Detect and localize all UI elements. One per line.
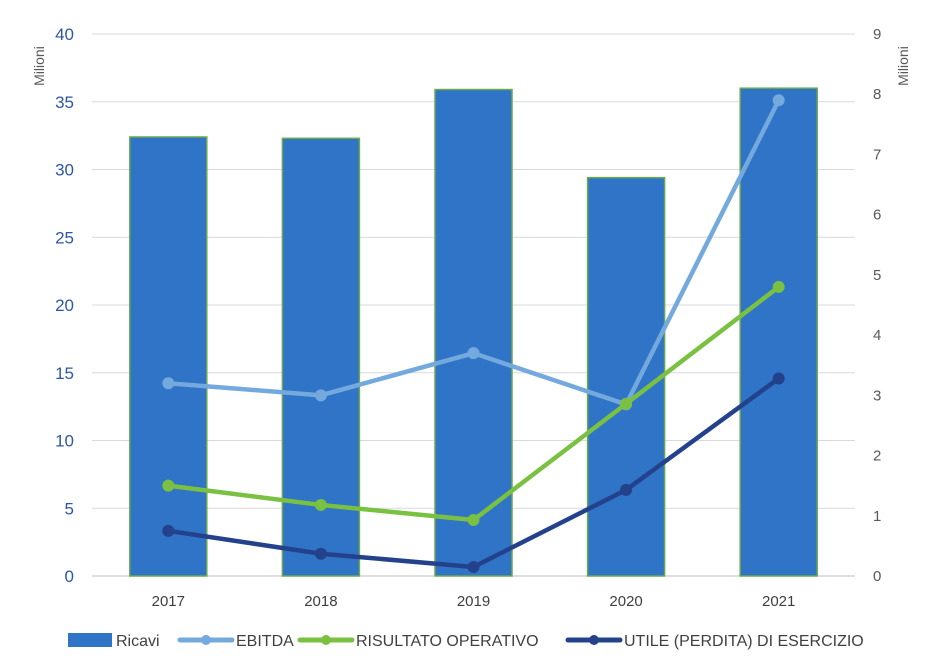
legend: Ricavi EBITDA RISULTATO OPERATIVO UTILE (PE…	[68, 633, 864, 650]
point-utile-perdita-di-esercizio-2021	[772, 372, 785, 385]
point-risultato-operativo-2020	[620, 397, 633, 410]
left-tick-label: 15	[55, 364, 74, 383]
point-ebitda-2019	[467, 347, 480, 360]
legend-marker-utile-perdita-di-esercizio	[589, 635, 599, 645]
point-ebitda-2021	[772, 94, 785, 107]
right-tick-label: 3	[873, 387, 881, 404]
bar-series	[129, 87, 818, 577]
legend-label-ebitda: EBITDA	[236, 633, 294, 650]
bar-ricavi-2020	[586, 176, 666, 577]
right-axis-unit-label: Milioni	[895, 46, 911, 86]
x-tick-label: 2019	[457, 593, 490, 610]
point-risultato-operativo-2018	[314, 498, 327, 511]
point-utile-perdita-di-esercizio-2020	[620, 483, 633, 496]
right-axis-ticks: 0 1 2 3 4 5 6 7 8 9	[873, 26, 881, 585]
right-tick-label: 2	[873, 448, 881, 465]
point-risultato-operativo-2021	[772, 280, 785, 293]
point-ebitda-2017	[162, 377, 175, 390]
right-tick-label: 1	[873, 508, 881, 525]
right-tick-label: 4	[873, 327, 881, 344]
legend-marker-ebitda	[201, 635, 211, 645]
right-tick-label: 8	[873, 86, 881, 103]
x-tick-label: 2017	[152, 593, 185, 610]
bar-ricavi-2021	[739, 87, 818, 577]
point-utile-perdita-di-esercizio-2019	[467, 560, 480, 573]
point-utile-perdita-di-esercizio-2017	[162, 524, 175, 537]
x-tick-label: 2021	[762, 593, 795, 610]
left-tick-label: 25	[55, 228, 74, 247]
legend-label-ricavi: Ricavi	[116, 633, 160, 650]
x-tick-label: 2020	[609, 593, 642, 610]
left-axis-unit-label: Milioni	[31, 46, 47, 86]
right-tick-label: 9	[873, 26, 881, 43]
right-tick-label: 5	[873, 267, 881, 284]
left-tick-label: 35	[55, 93, 74, 112]
point-ebitda-2018	[314, 389, 327, 402]
legend-label-utile-perdita-di-esercizio: UTILE (PERDITA) DI ESERCIZIO	[624, 633, 864, 650]
right-tick-label: 7	[873, 146, 881, 163]
point-risultato-operativo-2017	[162, 479, 175, 492]
line-series	[162, 94, 785, 573]
point-utile-perdita-di-esercizio-2018	[314, 547, 327, 560]
x-axis-ticks: 2017 2018 2019 2020 2021	[152, 593, 796, 610]
point-risultato-operativo-2019	[467, 513, 480, 526]
right-tick-label: 6	[873, 207, 881, 224]
legend-label-risultato-operativo: RISULTATO OPERATIVO	[356, 633, 539, 650]
left-tick-label: 10	[55, 432, 74, 451]
left-tick-label: 20	[55, 296, 74, 315]
bar-ricavi-2019	[434, 88, 513, 577]
left-tick-label: 40	[55, 25, 74, 44]
left-tick-label: 30	[55, 161, 74, 180]
legend-swatch-ricavi	[68, 633, 112, 647]
legend-marker-risultato-operativo	[321, 635, 331, 645]
bar-ricavi-2017	[129, 136, 208, 577]
right-tick-label: 0	[873, 568, 881, 585]
x-tick-label: 2018	[304, 593, 337, 610]
left-tick-label: 0	[65, 567, 74, 586]
left-axis-ticks: 0 5 10 15 20 25 30 35 40	[55, 25, 74, 586]
left-tick-label: 5	[65, 499, 74, 518]
